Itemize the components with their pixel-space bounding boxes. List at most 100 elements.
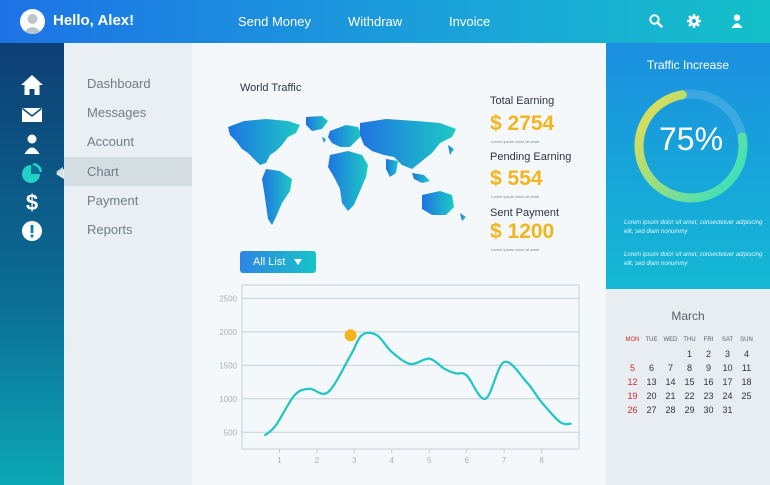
calendar-date[interactable]: 27 xyxy=(646,405,657,415)
calendar-date[interactable]: 1 xyxy=(686,349,692,359)
x-tick-label: 4 xyxy=(390,456,395,465)
calendar-date[interactable]: 20 xyxy=(646,391,657,401)
calendar-day-header: TUE xyxy=(645,337,658,343)
traffic-note-1: Lorem ipsum dolor sit amet, consectetuer… xyxy=(624,220,763,235)
gear-icon[interactable] xyxy=(686,13,702,29)
traffic-increase-panel: Traffic Increase 75% Lorem ipsum dolor s… xyxy=(606,43,770,289)
calendar-date[interactable]: 11 xyxy=(741,363,752,373)
calendar-day-header: FRI xyxy=(703,337,714,343)
home-icon[interactable] xyxy=(20,74,44,96)
calendar-date[interactable]: 3 xyxy=(724,349,730,359)
svg-text:$: $ xyxy=(26,191,38,213)
calendar-date[interactable]: 18 xyxy=(741,377,752,387)
calendar-date[interactable]: 10 xyxy=(722,363,733,373)
world-map xyxy=(228,116,466,225)
menu-item-chart[interactable]: Chart xyxy=(56,157,192,186)
pending-earning-note: Lorem ipsum dolor sit amet xyxy=(491,194,540,199)
avatar[interactable] xyxy=(20,9,45,34)
nav-send-money[interactable]: Send Money xyxy=(238,14,311,29)
calendar-date[interactable]: 16 xyxy=(703,377,714,387)
calendar-date[interactable]: 6 xyxy=(648,363,654,373)
traffic-percent: 75% xyxy=(658,121,724,157)
chevron-down-icon xyxy=(294,259,302,265)
x-tick-label: 7 xyxy=(502,456,507,465)
calendar-date[interactable]: 2 xyxy=(705,349,711,359)
traffic-note-2: Lorem ipsum dolor sit amet, consectetuer… xyxy=(624,252,763,267)
y-tick-label: 1000 xyxy=(219,395,237,404)
menu-item-chart-label: Chart xyxy=(87,164,119,179)
y-tick-label: 2000 xyxy=(219,328,237,337)
nav-withdraw[interactable]: Withdraw xyxy=(348,14,403,29)
calendar-date[interactable]: 7 xyxy=(667,363,673,373)
calendar-month: March xyxy=(671,309,705,323)
calendar-day-header: SUN xyxy=(740,337,753,343)
traffic-gauge xyxy=(634,89,748,203)
sent-payment-value: $ 1200 xyxy=(490,220,555,243)
mail-icon[interactable] xyxy=(20,104,44,126)
calendar-date[interactable]: 8 xyxy=(686,363,692,373)
calendar-date[interactable]: 25 xyxy=(741,391,752,401)
all-list-dropdown[interactable]: All List xyxy=(240,251,316,273)
calendar-date[interactable]: 13 xyxy=(646,377,657,387)
all-list-label: All List xyxy=(253,256,286,268)
active-arrow xyxy=(56,167,63,177)
calendar-date[interactable]: 17 xyxy=(722,377,733,387)
calendar-date[interactable]: 31 xyxy=(722,405,733,415)
x-tick-label: 3 xyxy=(352,456,357,465)
calendar-date[interactable]: 24 xyxy=(722,391,733,401)
total-earning-value: $ 2754 xyxy=(490,112,555,135)
calendar-date[interactable]: 19 xyxy=(627,391,638,401)
calendar-widget: March MON TUE WED THU FRI SAT SUN 1 2 3 4 5 6 7 8 9 10 11… xyxy=(606,289,770,485)
user-icon[interactable] xyxy=(20,133,44,155)
calendar-date[interactable]: 14 xyxy=(665,377,676,387)
menu-item-reports[interactable]: Reports xyxy=(87,222,133,237)
y-tick-label: 1500 xyxy=(219,361,237,370)
user-icon[interactable] xyxy=(729,13,745,29)
calendar-date[interactable]: 9 xyxy=(705,363,711,373)
x-tick-label: 8 xyxy=(539,456,544,465)
gauge-arc xyxy=(634,89,748,203)
calendar-date[interactable]: 28 xyxy=(665,405,676,415)
plot-frame xyxy=(241,284,580,450)
total-earning-note: Lorem ipsum dolor sit amet xyxy=(491,139,540,144)
pending-earning-label: Pending Earning xyxy=(490,151,572,163)
calendar-date[interactable]: 23 xyxy=(703,391,714,401)
x-tick-label: 2 xyxy=(315,456,320,465)
warning-icon[interactable] xyxy=(20,220,44,242)
pie-chart-icon[interactable] xyxy=(20,162,44,184)
total-earning-label: Total Earning xyxy=(490,95,555,107)
search-icon[interactable] xyxy=(648,13,664,29)
x-tick-label: 1 xyxy=(277,456,282,465)
dollar-icon[interactable]: $ xyxy=(20,191,44,213)
y-tick-label: 500 xyxy=(224,428,238,437)
calendar-grid: MON TUE WED THU FRI SAT SUN 1 2 3 4 5 6 7 8 9 10 11 12 13 14… xyxy=(623,333,756,417)
main-content: World Traffic xyxy=(192,43,606,485)
calendar-date[interactable]: 29 xyxy=(684,405,695,415)
calendar-date[interactable]: 15 xyxy=(684,377,695,387)
calendar-date xyxy=(623,347,642,361)
x-tick-label: 5 xyxy=(427,456,432,465)
menu-item-account[interactable]: Account xyxy=(87,134,134,149)
highlight-point[interactable] xyxy=(344,329,357,342)
calendar-date[interactable]: 22 xyxy=(684,391,695,401)
calendar-day-header: WED xyxy=(663,337,678,343)
calendar-date[interactable]: 5 xyxy=(629,363,635,373)
calendar-date[interactable]: 4 xyxy=(743,349,749,359)
greeting-title: Hello, Alex! xyxy=(53,12,135,29)
series-line xyxy=(263,331,572,437)
icon-rail: $ xyxy=(0,43,64,485)
nav-invoice[interactable]: Invoice xyxy=(449,14,491,29)
menu-item-payment[interactable]: Payment xyxy=(87,193,139,208)
y-tick-label: 2500 xyxy=(219,294,237,303)
menu-item-dashboard[interactable]: Dashboard xyxy=(87,76,151,91)
calendar-date xyxy=(661,347,680,361)
calendar-date[interactable]: 30 xyxy=(703,405,714,415)
calendar-date[interactable]: 26 xyxy=(627,405,638,415)
calendar-day-header: MON xyxy=(625,337,640,343)
world-traffic-title: World Traffic xyxy=(240,82,302,94)
calendar-date[interactable]: 12 xyxy=(627,377,638,387)
avatar-icon xyxy=(23,14,42,34)
top-bar: Hello, Alex! Send Money Withdraw Invoice xyxy=(0,0,770,43)
menu-item-messages[interactable]: Messages xyxy=(87,105,147,120)
calendar-date[interactable]: 21 xyxy=(665,391,676,401)
